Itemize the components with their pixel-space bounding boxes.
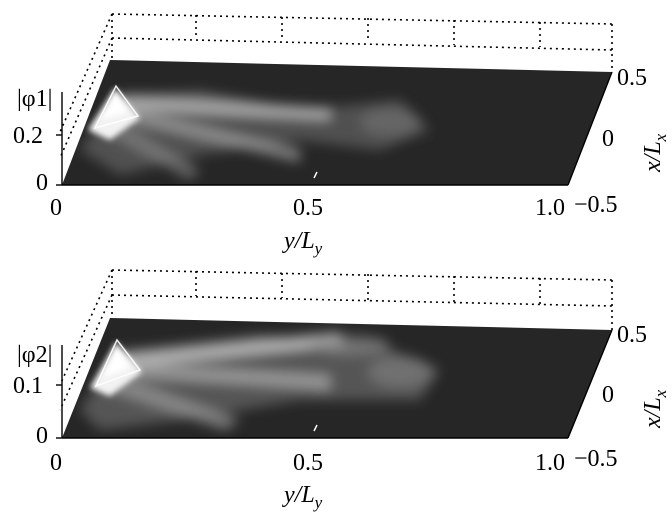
top-y-tick-0.5: 0.5 [617, 65, 647, 91]
top-x-axis-title: y/Ly [282, 228, 323, 258]
top-y-tick-0: 0 [602, 126, 614, 152]
bottom-x-tick-0.5: 0.5 [293, 450, 323, 476]
bottom-x-tick-1.0: 1.0 [535, 450, 565, 476]
bottom-x-tick-0: 0 [50, 450, 62, 476]
bottom-axes [56, 329, 613, 439]
bottom-panel: |φ2| 0.1 0 0 0.5 1.0 0.5 0 −0.5 y/Ly x/L… [13, 269, 670, 512]
bottom-z-tick-0.1: 0.1 [13, 373, 43, 399]
bottom-x-axis-title: y/Ly [282, 482, 323, 512]
top-y-axis-title: x/Lx [640, 133, 670, 173]
top-z-axis-label: |φ1| [17, 86, 52, 112]
top-panel: |φ1| 0.2 0 0 0.5 1.0 0.5 0 −0.5 y/Ly x/L… [13, 13, 670, 258]
bottom-y-tick-0.5: 0.5 [617, 322, 647, 348]
top-surface-features [80, 84, 430, 180]
top-x-tick-0.5: 0.5 [293, 195, 323, 221]
top-y-tick-neg0.5: −0.5 [574, 192, 618, 218]
top-x-tick-0: 0 [50, 195, 62, 221]
top-box-grid [59, 13, 613, 159]
bottom-z-tick-0: 0 [36, 423, 48, 449]
bottom-y-tick-neg0.5: −0.5 [574, 446, 618, 472]
bottom-y-tick-0: 0 [602, 382, 614, 408]
top-axes [56, 71, 613, 186]
bottom-z-axis-label: |φ2| [17, 342, 52, 368]
bottom-surface-features [80, 332, 440, 430]
bottom-y-axis-title: x/Lx [640, 389, 670, 429]
top-z-tick-0.2: 0.2 [13, 123, 43, 149]
top-z-label: |φ1| [17, 86, 52, 112]
top-x-tick-1.0: 1.0 [535, 195, 565, 221]
top-z-tick-0: 0 [36, 170, 48, 196]
bottom-box-grid [59, 269, 613, 411]
